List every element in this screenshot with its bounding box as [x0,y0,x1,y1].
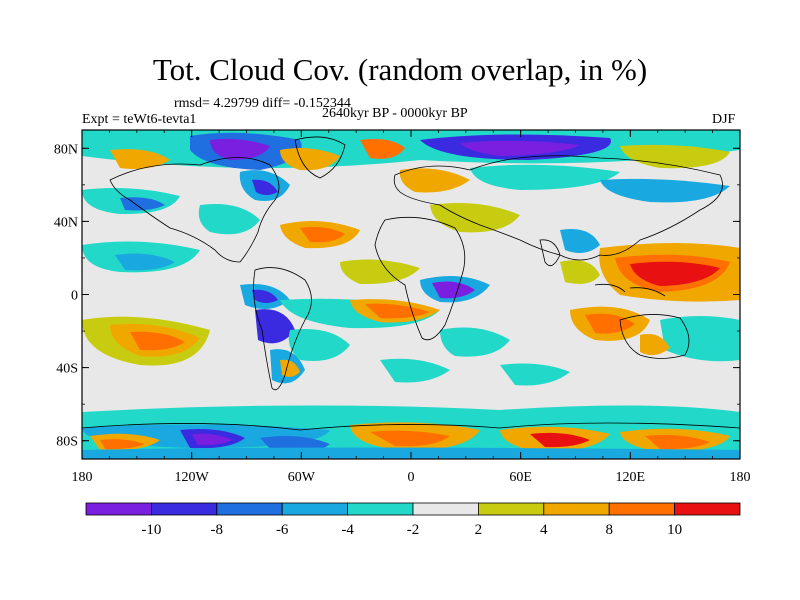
colorbar-swatch [216,502,283,516]
field-patch [360,139,405,159]
lon-tick-label: 180 [72,470,93,485]
colorbar-label: -2 [407,522,420,538]
lat-tick-label: 80N [54,142,78,157]
stats-line: rmsd= 4.29799 diff= -0.152344 [174,96,351,111]
field-patch [192,433,232,446]
field-patch [280,359,300,377]
field-patch [530,432,590,448]
colorbar-swatch [477,502,545,516]
field-patch [560,229,600,254]
field-patch [115,253,175,271]
coastline-indonesia [594,283,666,297]
lon-tick-label: 180 [730,470,751,485]
field-patch [288,329,350,361]
lat-tick-label: 80S [56,435,78,450]
field-patch [198,204,260,235]
coastline-south-america [253,267,312,391]
field-patch [630,261,720,286]
season-label: DJF [712,112,736,127]
colorbar-swatch [608,502,676,516]
field-patch [645,434,710,450]
colorbar-swatch [85,502,152,516]
field-patch [432,281,475,299]
lon-tick-label: 120E [616,470,646,485]
coastline-india [539,239,561,267]
field-patch [660,316,740,362]
coastlines [82,136,740,431]
field-patch [340,259,420,285]
field-patch [560,260,600,284]
field-patch [430,202,520,233]
field-patch [255,309,295,344]
field-patch [500,363,570,386]
field-patch [620,144,730,169]
field-patch [640,333,670,356]
field-patch [300,226,345,243]
colorbar-swatch [347,502,414,516]
coastline-north-america [109,157,280,263]
colorbar-label: 4 [540,522,548,538]
colorbar-label: -4 [341,522,354,538]
anomaly-field [82,130,740,459]
field-patch [110,149,170,169]
lat-tick-label: 40N [54,215,78,230]
field-patch [380,358,450,383]
colorbar-label: 8 [605,522,613,538]
period-label: 2640kyr BP - 0000kyr BP [322,106,468,121]
colorbar-swatch [150,502,218,516]
field-patch [370,430,450,447]
coastline-australia [619,314,690,359]
colorbar-label: 2 [475,522,483,538]
colorbar-swatch [674,502,741,516]
field-patch [440,327,510,357]
lat-tick-label: 40S [56,362,78,377]
colorbar [85,502,741,516]
field-patch [399,168,470,193]
colorbar-label: -8 [211,522,224,538]
lat-tick-label: 0 [71,289,78,304]
field-patch [470,164,620,190]
field-patch [365,303,430,319]
lon-tick-label: 0 [408,470,415,485]
colorbar-swatch [281,502,349,516]
map-title: Tot. Cloud Cov. (random overlap, in %) [152,52,648,87]
field-patch [100,439,145,450]
field-patch [252,289,278,303]
axis-ticks [81,130,741,459]
colorbar-swatch [412,502,479,516]
latitude-labels: 80N 40N 0 40S 80S [54,142,78,449]
lon-tick-label: 60W [288,470,316,485]
coastline-greenland [294,136,346,179]
longitude-labels: 180 120W 60W 0 60E 120E 180 [72,470,751,485]
coastline-africa [374,216,466,341]
field-patch [210,138,270,160]
field-patch [130,331,185,351]
colorbar-swatch [543,502,610,516]
colorbar-label: -6 [276,522,289,538]
colorbar-label: 10 [667,522,682,538]
field-patch [585,313,635,334]
lon-tick-label: 120W [175,470,210,485]
coastline-eurasia [393,155,723,261]
colorbar-labels: -10 -8 -6 -4 -2 2 4 8 10 [141,522,682,538]
field-patch [460,140,580,156]
field-patch [280,148,340,171]
lon-tick-label: 60E [509,470,532,485]
coastline-antarctica [82,422,740,431]
experiment-label: Expt = teWt6-tevta1 [82,112,197,127]
field-patch [252,179,278,195]
field-patch [600,178,730,203]
colorbar-label: -10 [141,522,161,538]
